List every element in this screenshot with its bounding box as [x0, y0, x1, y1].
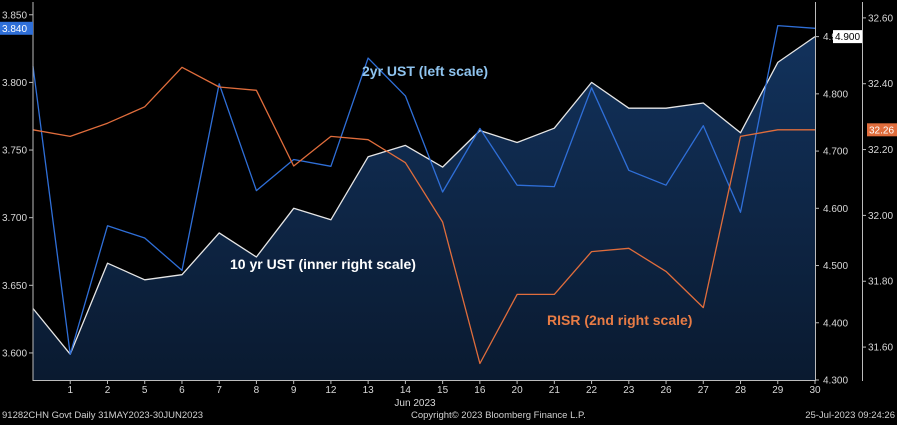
- x-axis-tick-label: 14: [400, 385, 412, 396]
- outer-right-axis-tick-label: 32.20: [868, 145, 893, 156]
- annotation-2yr-ust: 2yr UST (left scale): [362, 63, 488, 79]
- left-axis-tick-label: 3.700: [2, 213, 27, 224]
- x-axis-tick-label: 5: [142, 385, 148, 396]
- outer-right-axis-tick-label: 31.60: [868, 343, 893, 354]
- footer-timestamp: 25-Jul-2023 09:24:26: [805, 410, 895, 421]
- annotation-10yr-ust: 10 yr UST (inner right scale): [230, 256, 416, 272]
- inner-right-axis-tick-label: 4.800: [823, 89, 848, 100]
- outer-right-axis-tick-label: 31.80: [868, 277, 893, 288]
- x-axis-tick-label: 16: [474, 385, 486, 396]
- outer-right-axis-tick-label: 32.60: [868, 13, 893, 24]
- x-axis-tick-label: 9: [291, 385, 297, 396]
- outer-right-axis-tick-label: 32.40: [868, 79, 893, 90]
- series-line-10yr-ust: [32, 36, 816, 355]
- x-axis-tick-label: 29: [772, 385, 784, 396]
- last-value-badge-label: 32.26: [869, 125, 894, 136]
- series-line-2yr-ust: [32, 24, 816, 355]
- inner-right-axis-tick-label: 4.500: [823, 261, 848, 272]
- left-axis-tick-label: 3.600: [2, 348, 27, 359]
- x-axis-tick-label: 7: [216, 385, 222, 396]
- x-axis-tick-label: 20: [512, 385, 524, 396]
- left-axis-tick-label: 3.650: [2, 281, 27, 292]
- x-axis-tick-label: 22: [586, 385, 598, 396]
- x-axis-tick-label: 2: [105, 385, 111, 396]
- x-axis-tick-label: 12: [325, 385, 337, 396]
- x-axis-tick-label: 30: [809, 385, 821, 396]
- x-axis-tick-label: 26: [660, 385, 672, 396]
- x-axis-tick-label: 15: [437, 385, 449, 396]
- inner-right-axis-tick-label: 4.300: [823, 376, 848, 387]
- x-axis-tick-label: 13: [363, 385, 375, 396]
- last-value-badge-label: 4.900: [835, 32, 860, 43]
- series-line-risr: [32, 66, 815, 365]
- x-axis-tick-label: 8: [254, 385, 260, 396]
- x-axis-tick-label: 1: [67, 385, 73, 396]
- last-value-badge-bg: [0, 21, 33, 35]
- x-axis-tick-label: 28: [735, 385, 747, 396]
- last-value-badge-bg: [833, 30, 862, 44]
- x-axis-tick-label: 23: [623, 385, 635, 396]
- footer-copyright: Copyright© 2023 Bloomberg Finance L.P.: [411, 410, 586, 421]
- inner-right-axis-tick-label: 4.600: [823, 204, 848, 215]
- x-axis-title: Jun 2023: [394, 398, 436, 409]
- annotation-risr: RISR (2nd right scale): [547, 312, 692, 328]
- last-value-badge-label: 3.840: [2, 24, 27, 35]
- left-axis-tick-label: 3.800: [2, 78, 27, 89]
- outer-right-axis-tick-label: 32.00: [868, 211, 893, 222]
- footer-left: 91282CHN Govt Daily 31MAY2023-30JUN2023: [2, 410, 204, 421]
- x-axis-tick-label: 27: [698, 385, 710, 396]
- left-axis-tick-label: 3.850: [2, 10, 27, 21]
- inner-right-axis-tick-label: 4.700: [823, 147, 848, 158]
- inner-right-axis-tick-label: 4.400: [823, 318, 848, 329]
- left-axis-tick-label: 3.750: [2, 146, 27, 157]
- series-area-10yr-ust: [33, 36, 815, 380]
- x-axis-tick-label: 21: [549, 385, 561, 396]
- x-axis-tick-label: 6: [179, 385, 185, 396]
- last-value-badge-bg: [867, 123, 897, 137]
